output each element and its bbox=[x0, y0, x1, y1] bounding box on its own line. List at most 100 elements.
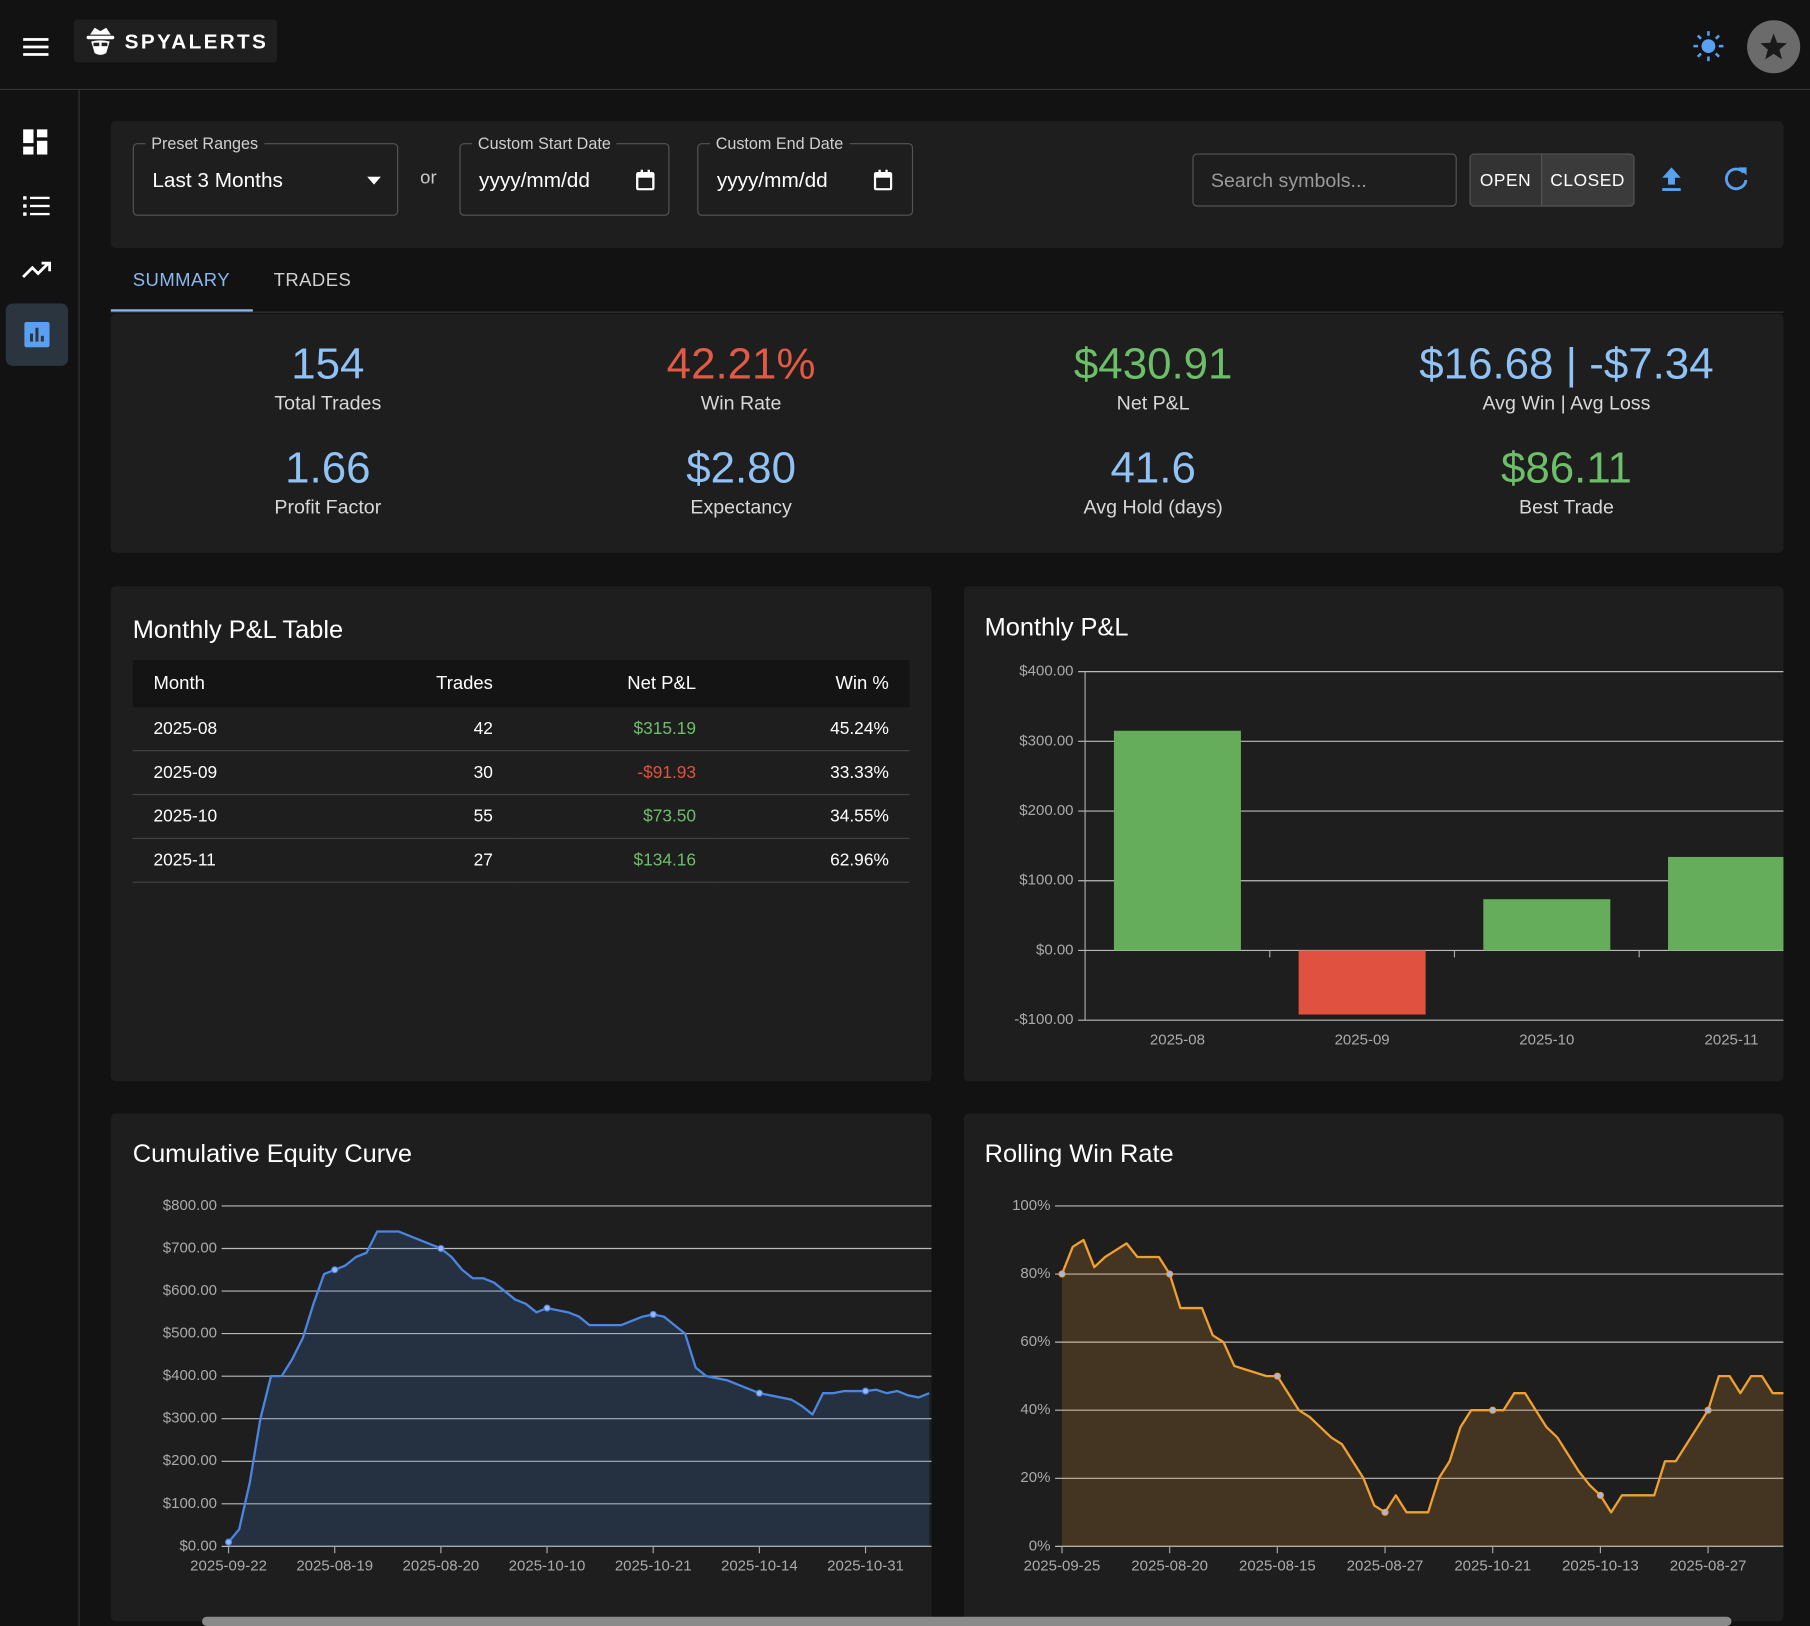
nav-analytics[interactable] bbox=[24, 321, 50, 348]
menu-button[interactable] bbox=[23, 36, 51, 59]
start-date[interactable]: Custom Start Date yyyy/mm/dd bbox=[459, 133, 670, 216]
table-cell: 34.55% bbox=[716, 794, 910, 839]
header-row: Month Trades Net P&L Win % bbox=[132, 660, 910, 708]
x-tick-label: 2025-09-22 bbox=[190, 1558, 267, 1575]
bar bbox=[1668, 856, 1784, 951]
stat: $430.91 Net P&L bbox=[934, 342, 1373, 416]
x-tick-label: 2025-10-13 bbox=[1562, 1558, 1639, 1575]
table-cell: 27 bbox=[380, 838, 514, 883]
y-tick-label: $0.00 bbox=[1036, 941, 1074, 958]
stat-label: Profit Factor bbox=[274, 496, 382, 519]
y-tick-label: 100% bbox=[1012, 1197, 1050, 1214]
stat: 1.66 Profit Factor bbox=[109, 445, 548, 519]
column-header: Net P&L bbox=[513, 660, 717, 708]
table-cell: 30 bbox=[380, 750, 514, 796]
toggle-open[interactable]: OPEN bbox=[1470, 154, 1543, 206]
y-tick-label: $600.00 bbox=[163, 1282, 217, 1299]
logo[interactable]: SPYALERTS bbox=[73, 19, 278, 63]
nav-list[interactable] bbox=[23, 195, 51, 218]
table-row: 2025-10 55 $73.50 34.55% bbox=[132, 794, 910, 839]
nav-dashboard[interactable] bbox=[23, 129, 48, 155]
line bbox=[1060, 1238, 1784, 1514]
export-button[interactable] bbox=[1661, 166, 1682, 191]
y-tick-label: $400.00 bbox=[163, 1367, 217, 1384]
x-tick-label: 2025-10-31 bbox=[827, 1558, 904, 1575]
column-header: Trades bbox=[380, 660, 514, 708]
tab-indicator bbox=[110, 309, 253, 312]
stat-value: 42.21% bbox=[666, 340, 816, 389]
y-tick-label: $200.00 bbox=[1019, 802, 1073, 819]
table-cell: $73.50 bbox=[513, 794, 717, 839]
refresh-button[interactable] bbox=[1723, 166, 1748, 191]
y-tick-label: $500.00 bbox=[163, 1325, 217, 1342]
theme-toggle[interactable] bbox=[1692, 30, 1724, 62]
stat-label: Expectancy bbox=[690, 496, 792, 519]
stat-value: $16.68 | -$7.34 bbox=[1419, 340, 1714, 389]
table-cell: 2025-11 bbox=[132, 838, 381, 883]
stat-label: Best Trade bbox=[1518, 496, 1614, 519]
chart-title: Cumulative Equity Curve bbox=[133, 1140, 412, 1168]
stat-value: $86.11 bbox=[1500, 444, 1632, 493]
field-label: Custom End Date bbox=[709, 133, 850, 153]
search-input[interactable]: Search symbols... bbox=[1192, 153, 1457, 207]
stat-value: 1.66 bbox=[285, 444, 371, 493]
x-tick-label: 2025-09-25 bbox=[1024, 1558, 1101, 1575]
toggle-label: CLOSED bbox=[1550, 170, 1625, 191]
field-value: yyyy/mm/dd bbox=[479, 168, 590, 192]
chart-title: Monthly P&L bbox=[985, 614, 1129, 642]
line bbox=[227, 1230, 930, 1543]
stat-label: Avg Hold (days) bbox=[1083, 496, 1223, 519]
y-tick-label: $400.00 bbox=[1019, 663, 1073, 680]
stat-label: Total Trades bbox=[274, 392, 382, 415]
chart-card bbox=[110, 1113, 932, 1622]
table-row: 2025-09 30 -$91.93 33.33% bbox=[132, 750, 910, 796]
y-tick-label: $100.00 bbox=[1019, 872, 1073, 889]
table-cell: $315.19 bbox=[513, 707, 717, 752]
x-tick-label: 2025-09 bbox=[1335, 1031, 1390, 1048]
stat: 42.21% Win Rate bbox=[522, 342, 961, 416]
table-cell: 62.96% bbox=[716, 838, 910, 883]
tab-summary[interactable]: SUMMARY bbox=[132, 271, 231, 291]
x-tick-label: 2025-08-15 bbox=[1239, 1558, 1316, 1575]
y-tick-label: $200.00 bbox=[163, 1452, 217, 1469]
table-cell: 55 bbox=[380, 794, 514, 839]
card-title: Monthly P&L Table bbox=[132, 615, 344, 644]
nav-trend[interactable] bbox=[22, 260, 52, 281]
table-cell: 42 bbox=[380, 707, 514, 752]
y-tick-label: 40% bbox=[1020, 1401, 1050, 1418]
y-tick-label: $100.00 bbox=[163, 1495, 217, 1512]
y-tick-label: $800.00 bbox=[163, 1197, 217, 1214]
point bbox=[1273, 1372, 1281, 1380]
point bbox=[861, 1387, 870, 1395]
stat-label: Avg Win | Avg Loss bbox=[1482, 392, 1651, 415]
column-header: Month bbox=[132, 660, 381, 708]
chart: Monthly P&L -$100.00 $0.00 $100.00 $200.00 $3… bbox=[985, 614, 1784, 1048]
avatar[interactable] bbox=[1747, 20, 1801, 74]
y-tick-label: 80% bbox=[1020, 1265, 1050, 1282]
column-header: Win % bbox=[716, 660, 910, 708]
x-tick-label: 2025-08-20 bbox=[1131, 1558, 1208, 1575]
end-date[interactable]: Custom End Date yyyy/mm/dd bbox=[697, 133, 914, 216]
tab-trades[interactable]: TRADES bbox=[273, 271, 352, 291]
scrollbar[interactable] bbox=[202, 1616, 1732, 1626]
preset-select[interactable]: Preset Ranges Last 3 Months bbox=[132, 133, 399, 216]
table-cell: 2025-10 bbox=[132, 794, 381, 839]
point bbox=[224, 1538, 233, 1546]
top-bar bbox=[0, 0, 1810, 91]
x-tick-label: 2025-08-20 bbox=[403, 1558, 480, 1575]
x-tick-label: 2025-11 bbox=[1705, 1031, 1759, 1048]
chart-title: Rolling Win Rate bbox=[985, 1140, 1174, 1168]
x-tick-label: 2025-08 bbox=[1150, 1031, 1205, 1048]
toggle-closed[interactable]: CLOSED bbox=[1542, 155, 1633, 206]
x-tick-label: 2025-10-14 bbox=[721, 1558, 798, 1575]
bar bbox=[1298, 950, 1426, 1015]
search-placeholder: Search symbols... bbox=[1210, 169, 1367, 192]
table-cell: -$91.93 bbox=[513, 750, 717, 796]
table-card: Monthly P&L Table Month Trades Net P&L Win … bbox=[110, 586, 932, 1082]
stat-value: 41.6 bbox=[1110, 444, 1196, 493]
point bbox=[543, 1304, 551, 1312]
point bbox=[331, 1266, 339, 1274]
brand: SPYALERTS bbox=[124, 30, 269, 54]
y-tick-label: 0% bbox=[1029, 1537, 1051, 1554]
